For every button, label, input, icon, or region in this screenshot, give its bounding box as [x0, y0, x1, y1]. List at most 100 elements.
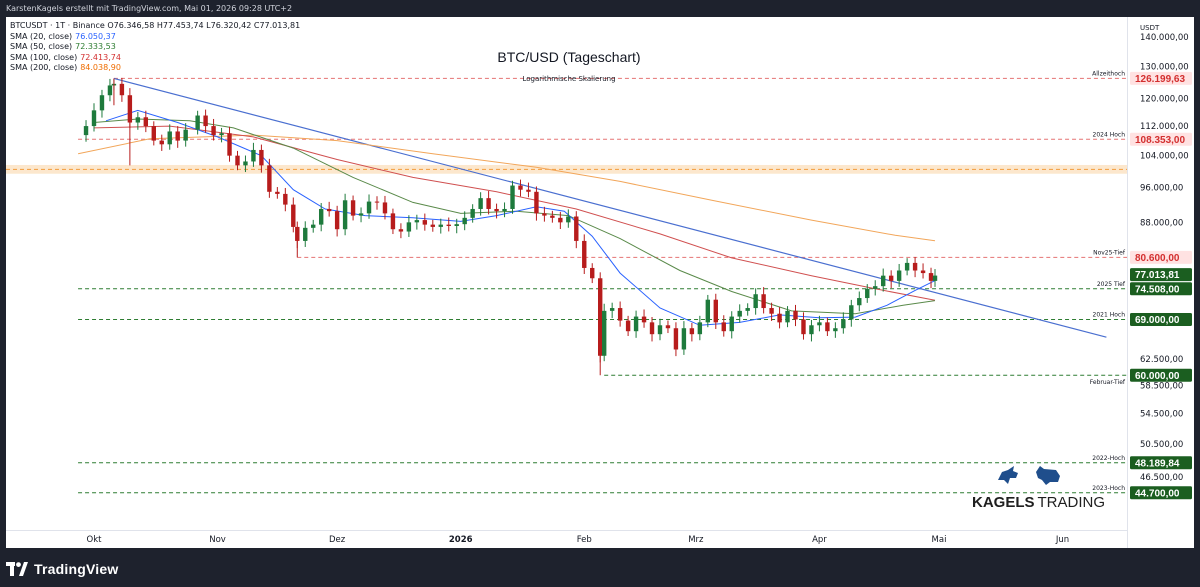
candle-body-56 [518, 185, 523, 190]
level-label-6: 2022-Hoch [1092, 455, 1125, 462]
level-label-4: 2021 Hoch [1093, 311, 1126, 318]
level-label-0: Allzeithoch [1092, 70, 1125, 77]
candle-body-4 [107, 85, 113, 96]
legend-sma200-label: SMA (200, close) [10, 63, 78, 73]
candle-body-35 [350, 200, 356, 216]
candle-body-33 [334, 211, 340, 230]
tradingview-footer[interactable]: TradingView [6, 558, 118, 580]
candle-body-107 [920, 270, 926, 274]
candle-body-104 [896, 270, 902, 281]
candle-body-45 [430, 224, 435, 227]
legend-sma200[interactable]: SMA (200, close) 84.038,90 [10, 63, 300, 74]
candle-body-72 [641, 316, 647, 323]
price-tick-11: 58.500,00 [1140, 381, 1183, 391]
candle-body-52 [486, 198, 491, 209]
price-tick-1: 130.000,00 [1140, 63, 1189, 73]
candle-body-79 [697, 322, 703, 335]
bull-icon [998, 466, 1018, 484]
level-badge-0 [1130, 71, 1192, 85]
candle-body-40 [390, 213, 396, 230]
candle-body-95 [825, 322, 830, 332]
legend-sma20-label: SMA (20, close) [10, 31, 73, 41]
level-badge-text-2: 80.600,00 [1135, 253, 1180, 264]
level-badge-text-4: 69.000,00 [1135, 315, 1180, 326]
symbol-info: BTCUSDT · 1T · Binance O76.346,58 H77.45… [10, 21, 301, 30]
level-label-1: 2024 Hoch [1093, 131, 1126, 138]
chart-text: Allzeithoch 2024 Hoch Nov25-Tief 2025 Tief 2… [497, 49, 1125, 492]
level-badge-text-1: 108.353,00 [1135, 135, 1185, 146]
legend-sma20[interactable]: SMA (20, close) 76.050,37 [10, 32, 300, 43]
level-badge-text-0: 126.199,63 [1135, 74, 1185, 85]
chart-subtitle: Logarithmische Skalierung [522, 75, 615, 83]
candle-body-22 [251, 149, 256, 162]
candle-body-32 [326, 208, 332, 212]
candle-body-21 [243, 161, 248, 166]
candle-body-69 [617, 308, 623, 321]
legend-sma50[interactable]: SMA (50, close) 72.333,53 [10, 42, 300, 53]
candle-body-105 [904, 262, 910, 271]
price-tick-3: 112.000,00 [1140, 122, 1189, 132]
candle-body-14 [183, 129, 188, 141]
candle-body-8 [135, 117, 141, 123]
candle-body-71 [633, 316, 639, 332]
candle-body-1 [83, 126, 89, 136]
candle-body-102 [880, 275, 886, 287]
candle-body-100 [865, 288, 870, 299]
current-price-text: 77.013,81 [1135, 270, 1180, 281]
time-tick-5: Mrz [688, 535, 704, 545]
tradingview-logo-icon [6, 562, 28, 576]
candle-body-90 [785, 310, 790, 323]
time-tick-7: Mai [932, 535, 947, 545]
level-badge-2 [1130, 250, 1192, 264]
candle-body-13 [175, 131, 180, 141]
candle-body-76 [673, 328, 679, 350]
candle-body-10 [151, 126, 156, 141]
candle-body-99 [857, 298, 862, 306]
level-label-3: 2025 Tief [1097, 281, 1126, 288]
plot-area [6, 17, 1127, 530]
legend-sma50-label: SMA (50, close) [10, 42, 73, 52]
candle-body-61 [558, 217, 563, 223]
candles [83, 77, 938, 376]
legend-sma50-value: 72.333,53 [75, 42, 116, 52]
brand-wordmark: KAGELS TRADING [972, 494, 1105, 511]
level-badge-text-5: 60.000,00 [1135, 371, 1180, 382]
level-label-2: Nov25-Tief [1093, 249, 1126, 256]
candle-body-103 [888, 275, 894, 281]
candle-body-109 [932, 275, 938, 281]
level-badge-6 [1130, 456, 1192, 470]
level-badge-1 [1130, 132, 1192, 146]
price-tick-13: 50.500,00 [1140, 440, 1183, 450]
candle-body-98 [849, 305, 854, 320]
horizontal-levels [6, 17, 1127, 530]
candle-body-78 [689, 328, 695, 335]
time-axis: Okt Nov Dez 2026 Feb Mrz Apr Mai Jun [6, 530, 1127, 545]
level-label-7: 2023-Hoch [1092, 485, 1125, 492]
candle-body-86 [753, 294, 758, 309]
level-badge-text-7: 44.700,00 [1135, 488, 1180, 499]
price-tick-14: 46.500,00 [1140, 473, 1183, 483]
candle-body-96 [833, 328, 838, 332]
candle-body-65 [590, 267, 595, 279]
legend-sma100[interactable]: SMA (100, close) 72.413,74 [10, 53, 300, 64]
candle-body-41 [398, 229, 404, 232]
legend-sma20-value: 76.050,37 [75, 31, 116, 41]
tradingview-logo-text: TradingView [34, 561, 119, 577]
candle-body-106 [912, 262, 918, 271]
bull-shape [998, 466, 1018, 484]
candle-body-108 [928, 273, 934, 281]
level-badge-7 [1130, 486, 1192, 500]
candle-body-54 [502, 208, 507, 212]
time-tick-4: Feb [577, 535, 592, 545]
price-chart[interactable]: Allzeithoch 2024 Hoch Nov25-Tief 2025 Tief 2… [6, 17, 1194, 548]
candle-body-43 [414, 220, 420, 223]
candle-body-20 [235, 155, 240, 166]
time-tick-8: Jun [1055, 535, 1069, 545]
candle-body-62 [566, 216, 571, 223]
candle-body-75 [665, 325, 671, 329]
price-tick-6: 88.000,00 [1140, 218, 1183, 228]
candle-body-77 [681, 328, 687, 350]
candle-body-2 [91, 110, 97, 127]
time-tick-0: Okt [87, 535, 103, 545]
